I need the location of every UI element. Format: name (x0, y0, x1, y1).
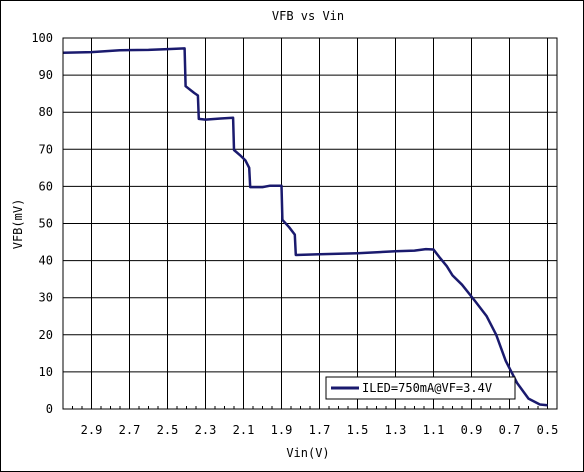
y-tick-label: 70 (39, 142, 53, 156)
y-tick-label: 60 (39, 179, 53, 193)
series-layer (62, 47, 548, 407)
y-tick-label: 30 (39, 291, 53, 305)
grid-lines (63, 38, 557, 409)
legend-label: ILED=750mA@VF=3.4V (362, 381, 492, 395)
x-axis-ticks: 2.9 2.7 2.5 2.3 2.1 1.9 1.7 1.5 1.3 1.1 0.9 0.7 0.5 (72, 406, 559, 437)
y-tick-label: 20 (39, 328, 53, 342)
y-axis-ticks: 0 10 20 30 40 50 60 70 80 90 100 (31, 31, 53, 416)
x-tick-label: 2.1 (233, 423, 255, 437)
x-tick-label: 0.7 (499, 423, 521, 437)
x-tick-label: 2.5 (157, 423, 179, 437)
y-axis-label: VFB(mV) (11, 199, 25, 250)
x-tick-label: 0.5 (537, 423, 559, 437)
y-tick-label: 100 (31, 31, 53, 45)
legend: ILED=750mA@VF=3.4V (325, 376, 516, 400)
x-tick-label: 1.1 (423, 423, 445, 437)
series-line (62, 47, 548, 407)
x-tick-label: 2.7 (119, 423, 141, 437)
y-tick-label: 0 (46, 402, 53, 416)
y-tick-label: 80 (39, 105, 53, 119)
x-tick-label: 1.5 (347, 423, 369, 437)
x-tick-label: 0.9 (461, 423, 483, 437)
y-tick-label: 90 (39, 68, 53, 82)
x-tick-label: 2.9 (81, 423, 103, 437)
x-tick-label: 2.3 (195, 423, 217, 437)
plot-area (62, 37, 558, 410)
x-axis-label: Vin(V) (286, 446, 329, 460)
chart-title: VFB vs Vin (272, 9, 344, 23)
y-tick-label: 50 (39, 217, 53, 231)
x-tick-label: 1.3 (385, 423, 407, 437)
y-tick-label: 10 (39, 365, 53, 379)
y-tick-label: 40 (39, 254, 53, 268)
x-tick-label: 1.7 (309, 423, 331, 437)
legend-box (325, 376, 516, 400)
x-tick-label: 1.9 (271, 423, 293, 437)
